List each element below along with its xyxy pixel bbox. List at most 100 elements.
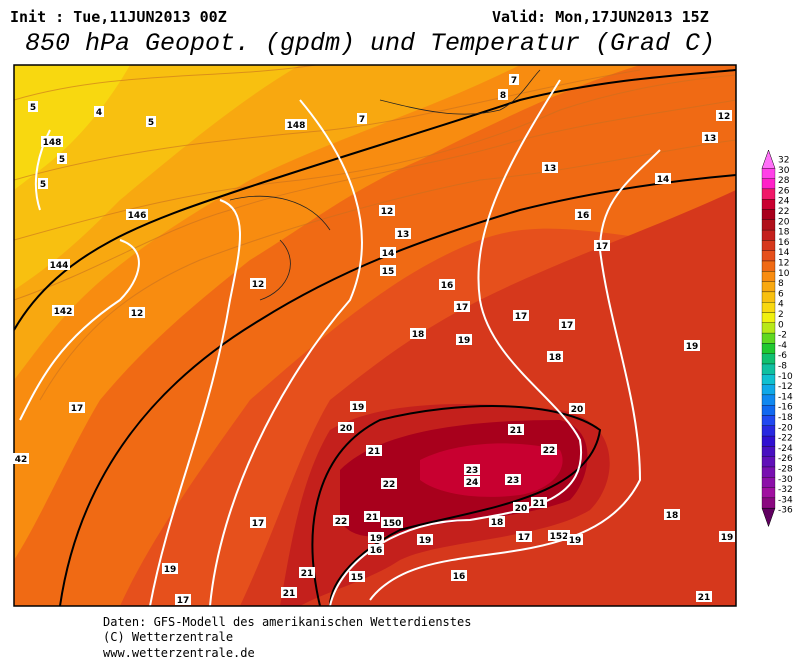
contour-label-box [285, 119, 307, 130]
colorbar-label: 16 [778, 238, 790, 248]
contour-label-box [531, 497, 547, 508]
contour-label: 42 [15, 455, 28, 465]
contour-label: 19 [370, 534, 383, 544]
colorbar-label: -16 [778, 403, 793, 413]
contour-label-box [299, 567, 315, 578]
contour-label-box [684, 340, 700, 351]
colorbar-cell [761, 425, 776, 437]
colorbar-cell [761, 363, 776, 375]
contour-label: 146 [128, 211, 147, 221]
contour-label-box [575, 209, 591, 220]
colorbar-label: -18 [778, 413, 793, 423]
contour-label: 21 [368, 447, 381, 457]
contour-label: 22 [335, 517, 348, 527]
colorbar-cell [761, 497, 776, 509]
contour-label-box [594, 240, 610, 251]
contour-label-box [368, 544, 384, 555]
contour-label-box [281, 587, 297, 598]
contour-label-box [350, 401, 366, 412]
contour-label-box [655, 173, 671, 184]
footer-line: (C) Wetterzentrale [103, 630, 233, 644]
colorbar-label: 14 [778, 248, 790, 258]
contour-label: 17 [177, 596, 190, 606]
colorbar-cell [761, 477, 776, 488]
contour-label-box [48, 259, 70, 270]
colorbar-cell [761, 219, 776, 231]
contour-label: 13 [397, 230, 410, 240]
contour-label-box [364, 511, 380, 522]
colorbar-label: 0 [778, 320, 784, 330]
contour-label-box [38, 178, 48, 189]
contour-label: 21 [510, 426, 523, 436]
colorbar-cell [761, 168, 776, 179]
contour-label: 14 [657, 175, 670, 185]
colorbar-label: -24 [778, 444, 793, 454]
colorbar-cell [761, 487, 776, 499]
contour-label-box [454, 301, 470, 312]
contour-label-box [338, 422, 354, 433]
contour-label-box [250, 517, 266, 528]
colorbar-cell [761, 149, 776, 169]
contour-label: 21 [301, 569, 314, 579]
contour-label-box [516, 531, 532, 542]
contour-label-box [368, 532, 384, 543]
contour-label: 17 [71, 404, 84, 414]
contour-label: 13 [704, 134, 717, 144]
colorbar-label: -14 [778, 392, 793, 402]
contour-label-box [513, 502, 529, 513]
contour-label-box [696, 591, 712, 602]
contour-label-box [129, 307, 145, 318]
contour-label-box [162, 563, 178, 574]
contour-label-box [498, 89, 508, 100]
contour-label: 152 [550, 532, 569, 542]
colorbar-cell [761, 507, 776, 528]
contour-label: 17 [515, 312, 528, 322]
colorbar-label: -10 [778, 372, 793, 382]
contour-label: 17 [518, 533, 531, 543]
contour-label-box [126, 209, 148, 220]
colorbar-cell [761, 456, 776, 468]
colorbar-cell [761, 291, 776, 303]
contour-label: 21 [698, 593, 711, 603]
contour-label: 16 [453, 572, 466, 582]
contour-label: 18 [491, 518, 504, 528]
contour-label-box [547, 351, 563, 362]
colorbar-label: 20 [778, 217, 790, 227]
colorbar-label: -12 [778, 382, 793, 392]
contour-label: 19 [164, 565, 177, 575]
colorbar-cell [761, 312, 776, 323]
contour-label: 12 [131, 309, 144, 319]
contour-label: 12 [718, 112, 731, 122]
contour-label-box [250, 278, 266, 289]
contour-label-box [509, 74, 519, 85]
contour-label-box [439, 279, 455, 290]
contour-label-box [567, 534, 583, 545]
colorbar-cell [761, 466, 776, 478]
contour-label: 22 [383, 480, 396, 490]
contour-label-box [719, 531, 735, 542]
colorbar-label: -8 [778, 362, 787, 372]
contour-label: 5 [40, 180, 46, 190]
contour-label-box [381, 478, 397, 489]
colorbar-label: 32 [778, 156, 789, 166]
colorbar-cell [761, 188, 776, 200]
footer-line: www.wetterzentrale.de [103, 646, 255, 660]
colorbar-label: 26 [778, 186, 790, 196]
contour-label: 7 [359, 115, 365, 125]
contour-label-box [380, 265, 396, 276]
contour-label-box [456, 334, 472, 345]
contour-label-box [41, 136, 63, 147]
colorbar-label: 24 [778, 197, 790, 207]
contour-label-box [381, 517, 403, 528]
contour-label-box [542, 162, 558, 173]
contour-label: 19 [721, 533, 734, 543]
contour-label: 5 [148, 118, 154, 128]
colorbar-label: 28 [778, 176, 790, 186]
contour-label-box [513, 310, 529, 321]
contour-label-box [175, 594, 191, 605]
colorbar-cell [761, 343, 776, 354]
contour-label-box [69, 402, 85, 413]
colorbar-label: 22 [778, 207, 789, 217]
contour-label: 16 [577, 211, 590, 221]
contour-label: 22 [543, 446, 556, 456]
